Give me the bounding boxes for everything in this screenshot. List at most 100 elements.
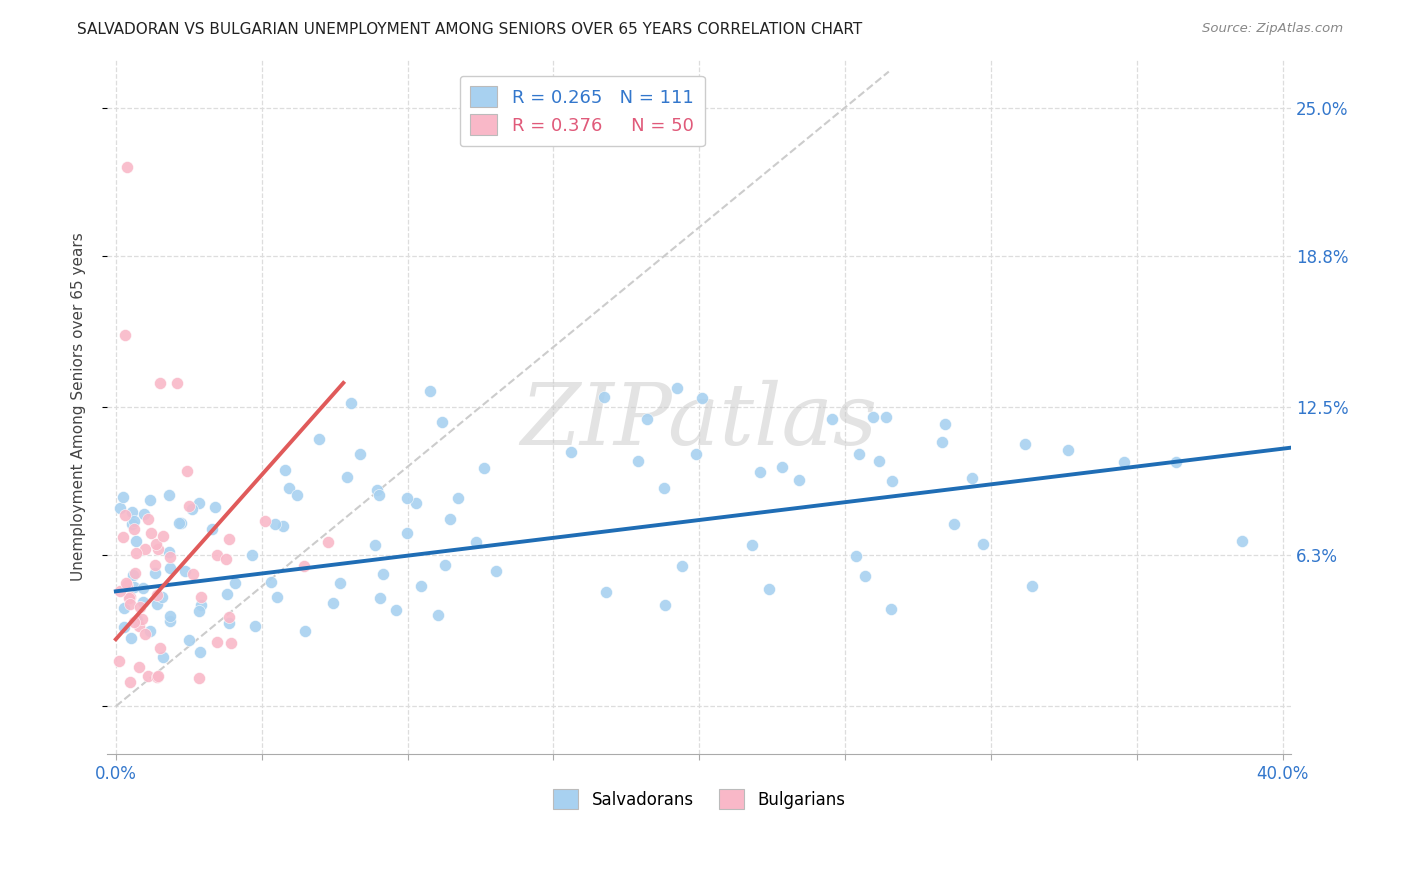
Point — [654, 598, 676, 612]
Point — [132, 582, 155, 596]
Point — [139, 624, 162, 639]
Point — [263, 517, 285, 532]
Text: Source: ZipAtlas.com: Source: ZipAtlas.com — [1202, 22, 1343, 36]
Point — [115, 576, 138, 591]
Point — [218, 610, 240, 624]
Point — [122, 522, 145, 536]
Text: ZIPatlas: ZIPatlas — [520, 379, 877, 462]
Point — [121, 505, 143, 519]
Point — [159, 561, 181, 575]
Point — [253, 514, 276, 528]
Point — [159, 614, 181, 628]
Point — [110, 501, 132, 516]
Point — [146, 669, 169, 683]
Point — [131, 612, 153, 626]
Point — [124, 533, 146, 548]
Point — [179, 632, 201, 647]
Point — [120, 597, 142, 611]
Point — [868, 453, 890, 467]
Point — [875, 409, 897, 424]
Point — [134, 507, 156, 521]
Point — [138, 493, 160, 508]
Point — [157, 488, 180, 502]
Point — [845, 549, 868, 563]
Point — [174, 565, 197, 579]
Point — [157, 545, 180, 559]
Point — [931, 435, 953, 450]
Point — [465, 535, 488, 549]
Point — [146, 597, 169, 611]
Point — [114, 328, 136, 343]
Point — [149, 641, 172, 656]
Point — [972, 536, 994, 550]
Point — [472, 460, 495, 475]
Point — [271, 519, 294, 533]
Point — [366, 483, 388, 497]
Point — [371, 567, 394, 582]
Point — [188, 495, 211, 509]
Point — [112, 601, 135, 615]
Point — [395, 525, 418, 540]
Point — [111, 530, 134, 544]
Point — [368, 591, 391, 606]
Point — [292, 558, 315, 573]
Point — [150, 591, 173, 605]
Point — [427, 607, 450, 622]
Point — [128, 618, 150, 632]
Point — [108, 584, 131, 599]
Point — [136, 669, 159, 683]
Point — [395, 491, 418, 505]
Point — [316, 535, 339, 549]
Point — [177, 499, 200, 513]
Point — [108, 654, 131, 668]
Point — [176, 464, 198, 478]
Point — [122, 615, 145, 629]
Point — [188, 604, 211, 618]
Point — [190, 598, 212, 612]
Point — [224, 575, 246, 590]
Point — [274, 463, 297, 477]
Point — [215, 587, 238, 601]
Point — [218, 532, 240, 546]
Point — [159, 609, 181, 624]
Point — [111, 490, 134, 504]
Point — [409, 579, 432, 593]
Point — [112, 620, 135, 634]
Point — [277, 482, 299, 496]
Point — [439, 512, 461, 526]
Point — [148, 541, 170, 556]
Point — [770, 460, 793, 475]
Point — [484, 564, 506, 578]
Point — [690, 391, 713, 405]
Point — [145, 537, 167, 551]
Point — [181, 567, 204, 582]
Point — [190, 645, 212, 659]
Point — [285, 488, 308, 502]
Point — [758, 582, 780, 596]
Point — [221, 636, 243, 650]
Point — [665, 381, 688, 395]
Point — [882, 475, 904, 489]
Point — [329, 576, 352, 591]
Point — [1056, 443, 1078, 458]
Point — [960, 470, 983, 484]
Point — [1021, 578, 1043, 592]
Point — [207, 548, 229, 562]
Point — [159, 549, 181, 564]
Point — [114, 508, 136, 522]
Point — [143, 558, 166, 572]
Point — [118, 590, 141, 604]
Point — [1230, 534, 1253, 549]
Text: SALVADORAN VS BULGARIAN UNEMPLOYMENT AMONG SENIORS OVER 65 YEARS CORRELATION CHA: SALVADORAN VS BULGARIAN UNEMPLOYMENT AMO… — [77, 22, 862, 37]
Point — [122, 580, 145, 594]
Point — [294, 624, 316, 638]
Point — [121, 516, 143, 531]
Point — [120, 632, 142, 646]
Point — [167, 516, 190, 530]
Point — [671, 559, 693, 574]
Point — [636, 412, 658, 426]
Point — [152, 529, 174, 543]
Point — [405, 496, 427, 510]
Point — [560, 445, 582, 459]
Point — [128, 659, 150, 673]
